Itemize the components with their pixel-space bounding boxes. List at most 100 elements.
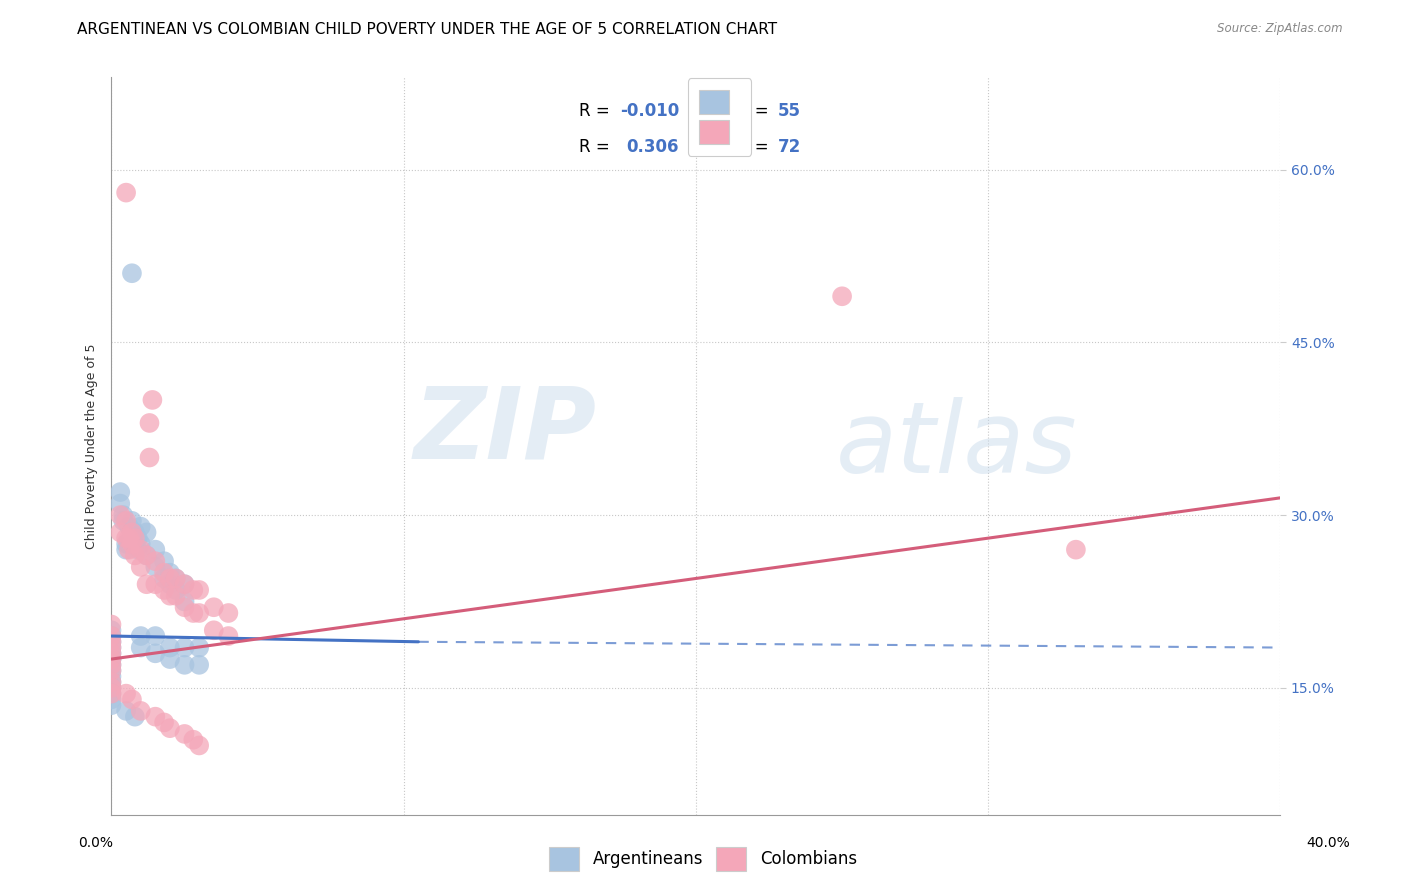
Point	[202, 624, 225, 638]
Point	[159, 640, 181, 655]
Text: ZIP: ZIP	[413, 383, 596, 480]
Point	[188, 739, 211, 753]
Point	[100, 657, 122, 672]
Legend: , : ,	[688, 78, 751, 155]
Point	[115, 704, 138, 718]
Y-axis label: Child Poverty Under the Age of 5: Child Poverty Under the Age of 5	[86, 343, 98, 549]
Text: 72: 72	[778, 138, 801, 156]
Text: 0.0%: 0.0%	[79, 836, 112, 850]
Point	[159, 589, 181, 603]
Point	[100, 669, 122, 683]
Point	[143, 646, 166, 660]
Point	[100, 687, 122, 701]
Point	[110, 525, 132, 540]
Point	[173, 640, 195, 655]
Point	[188, 606, 211, 620]
Point	[165, 571, 187, 585]
Point	[159, 566, 181, 580]
Text: ARGENTINEAN VS COLOMBIAN CHILD POVERTY UNDER THE AGE OF 5 CORRELATION CHART: ARGENTINEAN VS COLOMBIAN CHILD POVERTY U…	[77, 22, 778, 37]
Point	[153, 554, 176, 568]
Point	[100, 640, 122, 655]
Point	[124, 531, 146, 545]
Point	[159, 721, 181, 735]
Point	[100, 640, 122, 655]
Point	[100, 681, 122, 695]
Point	[121, 692, 143, 706]
Text: N =: N =	[737, 138, 773, 156]
Point	[121, 525, 143, 540]
Point	[100, 646, 122, 660]
Point	[129, 537, 152, 551]
Point	[100, 646, 122, 660]
Point	[181, 582, 204, 597]
Point	[153, 582, 176, 597]
Text: R =: R =	[579, 102, 614, 120]
Point	[129, 560, 152, 574]
Point	[100, 664, 122, 678]
Text: Source: ZipAtlas.com: Source: ZipAtlas.com	[1218, 22, 1343, 36]
Point	[100, 692, 122, 706]
Point	[159, 571, 181, 585]
Point	[129, 629, 152, 643]
Point	[118, 537, 141, 551]
Point	[1064, 542, 1087, 557]
Point	[188, 582, 211, 597]
Point	[100, 681, 122, 695]
Point	[100, 652, 122, 666]
Point	[115, 537, 138, 551]
Text: R =: R =	[579, 138, 614, 156]
Point	[127, 531, 149, 545]
Point	[173, 727, 195, 741]
Point	[135, 577, 157, 591]
Point	[135, 549, 157, 563]
Point	[129, 519, 152, 533]
Point	[217, 629, 239, 643]
Point	[129, 640, 152, 655]
Point	[100, 617, 122, 632]
Point	[127, 542, 149, 557]
Point	[118, 519, 141, 533]
Point	[135, 549, 157, 563]
Point	[165, 582, 187, 597]
Point	[112, 514, 135, 528]
Point	[118, 542, 141, 557]
Point	[124, 537, 146, 551]
Point	[121, 514, 143, 528]
Point	[112, 508, 135, 522]
Point	[115, 186, 138, 200]
Point	[165, 571, 187, 585]
Point	[124, 525, 146, 540]
Point	[143, 554, 166, 568]
Point	[153, 571, 176, 585]
Point	[115, 531, 138, 545]
Point	[129, 542, 152, 557]
Point	[188, 640, 211, 655]
Point	[100, 652, 122, 666]
Point	[121, 266, 143, 280]
Point	[100, 664, 122, 678]
Point	[110, 497, 132, 511]
Point	[118, 531, 141, 545]
Point	[100, 687, 122, 701]
Point	[115, 514, 138, 528]
Point	[100, 629, 122, 643]
Legend: Argentineans, Colombians: Argentineans, Colombians	[541, 839, 865, 880]
Text: 40.0%: 40.0%	[1306, 836, 1351, 850]
Point	[188, 657, 211, 672]
Text: atlas: atlas	[837, 398, 1078, 494]
Point	[115, 542, 138, 557]
Point	[181, 606, 204, 620]
Point	[135, 525, 157, 540]
Point	[173, 577, 195, 591]
Point	[100, 629, 122, 643]
Point	[100, 624, 122, 638]
Point	[124, 549, 146, 563]
Point	[100, 635, 122, 649]
Point	[159, 577, 181, 591]
Point	[121, 537, 143, 551]
Point	[100, 652, 122, 666]
Point	[202, 600, 225, 615]
Point	[143, 709, 166, 723]
Point	[831, 289, 853, 303]
Point	[115, 687, 138, 701]
